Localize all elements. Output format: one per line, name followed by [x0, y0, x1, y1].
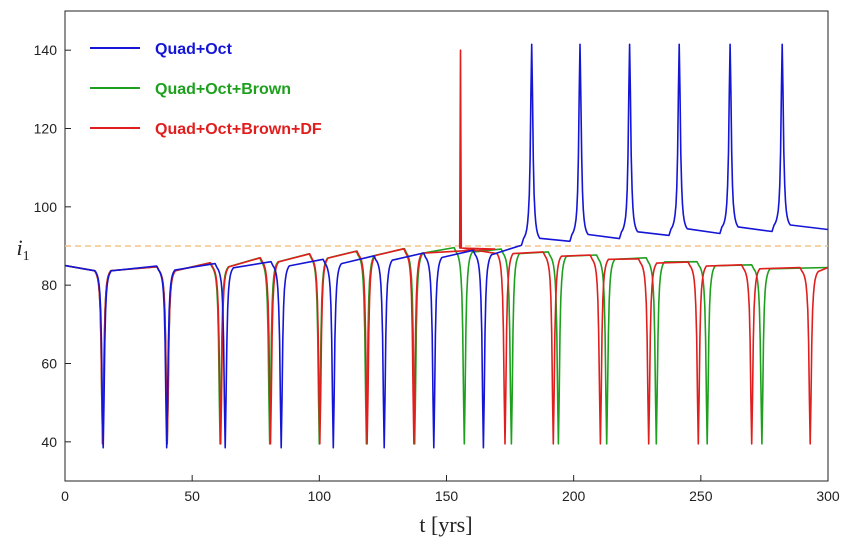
y-tick-label: 100: [34, 199, 58, 215]
x-tick-label: 250: [689, 488, 713, 504]
x-tick-label: 50: [184, 488, 200, 504]
legend-label-quad-oct: Quad+Oct: [155, 41, 233, 58]
y-tick-label: 60: [41, 356, 57, 372]
y-axis-title: i1: [16, 235, 29, 264]
y-tick-label: 140: [34, 42, 58, 58]
y-ticks: 40 60 80 100 120 140: [34, 42, 71, 450]
x-axis-title: t [yrs]: [419, 512, 472, 537]
x-tick-label: 200: [562, 488, 586, 504]
x-tick-label: 100: [308, 488, 332, 504]
y-tick-label: 80: [41, 277, 57, 293]
series-line-quad-oct-brown-df: [65, 49, 828, 445]
legend: Quad+Oct Quad+Oct+Brown Quad+Oct+Brown+D…: [90, 41, 322, 138]
x-tick-label: 150: [435, 488, 459, 504]
series-line-quad-oct-brown: [65, 246, 828, 445]
series-group: [65, 43, 828, 449]
legend-label-quad-oct-brown: Quad+Oct+Brown: [155, 81, 291, 98]
legend-label-quad-oct-brown-df: Quad+Oct+Brown+DF: [155, 121, 322, 138]
x-ticks: 0 50 100 150 200 250 300: [61, 475, 840, 504]
y-tick-label: 120: [34, 121, 58, 137]
y-axis-title-subscript: 1: [23, 249, 30, 264]
series-line-quad-oct: [65, 43, 828, 449]
y-tick-label: 40: [41, 434, 57, 450]
x-tick-label: 300: [816, 488, 840, 504]
x-tick-label: 0: [61, 488, 69, 504]
y-axis-title-main: i: [16, 235, 22, 260]
